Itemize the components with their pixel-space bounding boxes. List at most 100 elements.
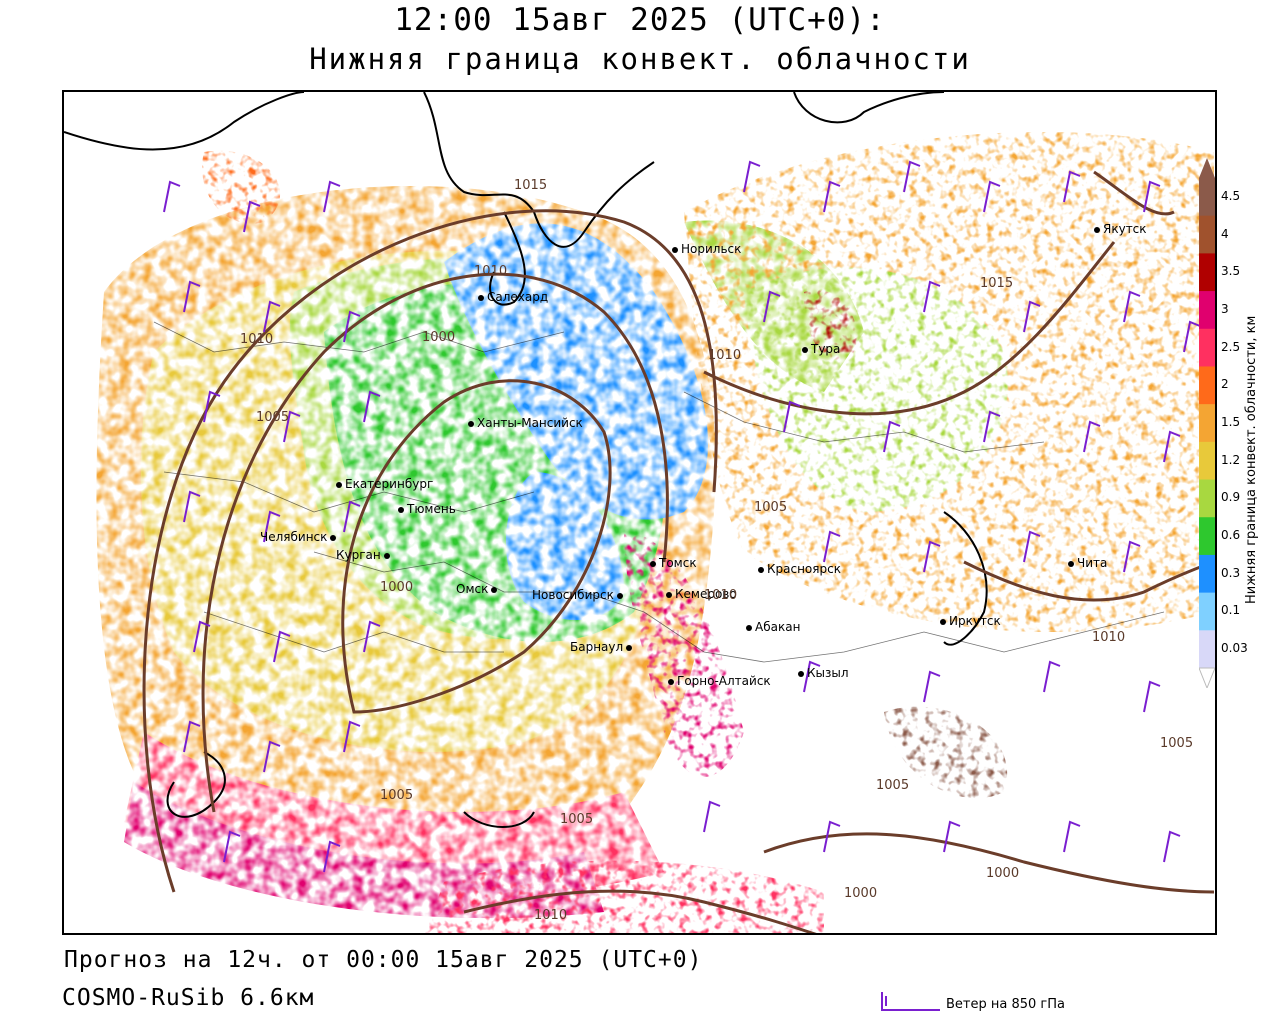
colorbar-max-arrow bbox=[1199, 158, 1215, 178]
isobar-label: 1005 bbox=[560, 812, 594, 827]
colorbar-tick-label: 0.9 bbox=[1221, 490, 1241, 505]
city-label: Тюмень bbox=[407, 502, 456, 516]
city-label: Абакан bbox=[755, 620, 801, 634]
city-tyumen: Тюмень bbox=[398, 502, 456, 516]
city-marker bbox=[491, 586, 498, 593]
isobar-label: 1010 bbox=[474, 264, 508, 279]
city-marker bbox=[383, 552, 390, 559]
colorbar-min-arrow bbox=[1199, 667, 1215, 688]
city-marker bbox=[672, 246, 678, 253]
isobar-label: 1005 bbox=[256, 410, 290, 425]
city-label: Красноярск bbox=[767, 562, 841, 576]
weather-map bbox=[64, 92, 1215, 933]
city-label: Томск bbox=[659, 556, 697, 570]
city-marker bbox=[336, 481, 342, 488]
wind-barb-legend-icon bbox=[881, 992, 940, 1011]
city-marker bbox=[650, 560, 656, 567]
colorbar-swatch bbox=[1199, 441, 1215, 481]
isobar-label: 1000 bbox=[380, 580, 414, 595]
colorbar-tick-label: 3 bbox=[1221, 301, 1229, 316]
colorbar-tick-label: 2 bbox=[1221, 377, 1229, 392]
city-marker bbox=[626, 644, 633, 651]
city-khanty-mansiysk: Ханты-Мансийск bbox=[468, 416, 583, 430]
isobar-label: 1010 bbox=[1092, 630, 1126, 645]
city-label: Якутск bbox=[1103, 222, 1147, 236]
colorbar-swatch bbox=[1199, 630, 1215, 669]
city-tomsk: Томск bbox=[650, 556, 697, 570]
isobar-label: 1005 bbox=[1160, 736, 1194, 751]
colorbar-tick-label: 0.1 bbox=[1221, 603, 1241, 618]
isobar-label: 1005 bbox=[754, 500, 788, 515]
city-label: Тура bbox=[811, 342, 841, 356]
city-marker bbox=[468, 420, 474, 427]
city-kurgan: Курган bbox=[336, 548, 393, 562]
city-label: Челябинск bbox=[260, 530, 328, 544]
city-krasnoyarsk: Красноярск bbox=[758, 562, 841, 576]
city-salekhard: Салехард bbox=[478, 290, 548, 304]
isobar-label: 1015 bbox=[980, 276, 1014, 291]
isobar-label: 1000 bbox=[986, 866, 1020, 881]
colorbar-tick-label: 0.6 bbox=[1221, 528, 1241, 543]
colorbar-swatch bbox=[1199, 479, 1215, 518]
forecast-info: Прогноз на 12ч. от 00:00 15авг 2025 (UTC… bbox=[64, 947, 703, 973]
isobar-label: 1010 bbox=[708, 348, 742, 363]
city-tura: Тура bbox=[802, 342, 840, 356]
city-gorno-altaysk: Горно-Алтайск bbox=[668, 674, 771, 688]
colorbar-tick-label: 3.5 bbox=[1221, 264, 1241, 279]
city-label: Барнаул bbox=[570, 640, 624, 654]
city-label: Новосибирск bbox=[532, 588, 614, 602]
chart-title: 12:00 15авг 2025 (UTC+0): bbox=[394, 2, 886, 38]
colorbar-swatch bbox=[1199, 215, 1215, 254]
isobar-label: 1005 bbox=[876, 778, 910, 793]
city-chita: Чита bbox=[1068, 556, 1107, 570]
city-marker bbox=[668, 678, 674, 685]
city-label: Омск bbox=[456, 582, 489, 596]
city-omsk: Омск bbox=[456, 582, 500, 596]
city-marker bbox=[478, 294, 484, 301]
colorbar-swatch bbox=[1199, 366, 1215, 405]
city-label: Салехард bbox=[487, 290, 549, 304]
city-label: Кызыл bbox=[807, 666, 849, 680]
city-abakan: Абакан bbox=[746, 620, 800, 634]
city-marker bbox=[798, 670, 804, 677]
city-marker bbox=[802, 346, 808, 353]
isobar-label: 1010 bbox=[704, 588, 738, 603]
city-marker bbox=[940, 618, 946, 625]
colorbar-tick-label: 0.3 bbox=[1221, 565, 1241, 580]
isobar-label: 1010 bbox=[534, 908, 568, 923]
city-marker bbox=[1094, 226, 1100, 233]
colorbar-swatch bbox=[1199, 554, 1215, 594]
city-norilsk: Норильск bbox=[672, 242, 741, 256]
city-novosibirsk: Новосибирск bbox=[532, 588, 626, 602]
city-chelyabinsk: Челябинск bbox=[260, 530, 339, 544]
map-panel[interactable]: Якутск Норильск Салехард Тура Ханты-Манс… bbox=[62, 90, 1217, 935]
city-label: Ханты-Мансийск bbox=[477, 416, 583, 430]
colorbar-swatch bbox=[1199, 517, 1215, 556]
city-barnaul: Барнаул bbox=[570, 640, 635, 654]
colorbar-swatch bbox=[1199, 291, 1215, 330]
wind-barbs bbox=[163, 160, 1201, 873]
city-irkutsk: Иркутск bbox=[940, 614, 1001, 628]
colorbar bbox=[1199, 158, 1215, 688]
isobar-label: 1000 bbox=[844, 886, 878, 901]
chart-subtitle: Нижняя граница конвект. облачности bbox=[309, 42, 971, 76]
isobar-label: 1010 bbox=[240, 332, 274, 347]
city-yakutsk: Якутск bbox=[1094, 222, 1147, 236]
isobar-label: 1015 bbox=[514, 178, 548, 193]
wind-legend-label: Ветер на 850 гПа bbox=[946, 997, 1065, 1012]
city-kemerovo: Кемерово bbox=[666, 587, 737, 601]
city-label: Горно-Алтайск bbox=[677, 674, 771, 688]
sparse-cloud-field bbox=[202, 132, 1214, 933]
colorbar-tick-label: 1.5 bbox=[1221, 415, 1241, 429]
colorbar-tick-label: 4.5 bbox=[1221, 188, 1241, 203]
city-marker bbox=[398, 506, 404, 513]
city-marker bbox=[758, 566, 764, 573]
city-label: Курган bbox=[336, 548, 381, 562]
city-yekaterinburg: Екатеринбург bbox=[336, 477, 433, 491]
isobar-label: 1005 bbox=[380, 788, 414, 803]
city-marker bbox=[1068, 560, 1074, 567]
city-marker bbox=[746, 624, 752, 631]
colorbar-tick-label: 0.03 bbox=[1221, 641, 1248, 656]
city-label: Кемерово bbox=[675, 587, 737, 601]
colorbar-tick-label: 2.5 bbox=[1221, 339, 1241, 354]
